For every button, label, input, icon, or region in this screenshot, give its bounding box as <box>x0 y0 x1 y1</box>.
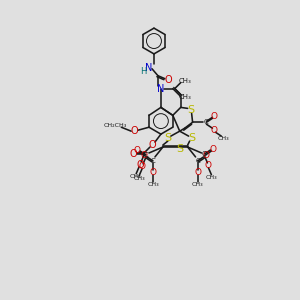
Text: O: O <box>210 145 217 154</box>
Text: CH₃: CH₃ <box>218 136 229 141</box>
Text: N: N <box>145 63 153 73</box>
Text: S: S <box>164 133 171 143</box>
Text: H: H <box>140 67 146 76</box>
Text: O: O <box>205 161 212 170</box>
Text: CH₃: CH₃ <box>129 174 141 179</box>
Text: CH₃: CH₃ <box>206 175 217 180</box>
Text: S: S <box>187 105 194 116</box>
Text: O: O <box>149 168 157 177</box>
Text: O: O <box>139 162 145 171</box>
Text: O: O <box>148 140 156 150</box>
Text: O: O <box>130 126 138 136</box>
Text: CH₃: CH₃ <box>192 182 203 187</box>
Text: O: O <box>129 149 137 159</box>
Text: O: O <box>141 152 148 160</box>
Text: CH₃: CH₃ <box>147 182 159 187</box>
Text: C: C <box>151 158 155 164</box>
Text: C: C <box>144 152 148 158</box>
Text: O: O <box>136 160 144 170</box>
Text: CH₂CH₃: CH₂CH₃ <box>104 123 127 128</box>
Text: C: C <box>204 119 209 125</box>
Text: O: O <box>194 168 201 177</box>
Text: N: N <box>157 84 165 94</box>
Text: CH₃: CH₃ <box>178 94 191 100</box>
Text: S: S <box>176 144 183 154</box>
Text: O: O <box>164 75 172 85</box>
Text: O: O <box>203 152 210 160</box>
Text: S: S <box>188 133 195 143</box>
Text: CH₃: CH₃ <box>133 176 145 181</box>
Text: O: O <box>211 126 218 135</box>
Text: C: C <box>195 158 200 164</box>
Text: CH₃: CH₃ <box>178 78 191 84</box>
Text: O: O <box>134 146 141 154</box>
Text: C: C <box>202 151 207 157</box>
Text: O: O <box>211 112 218 121</box>
